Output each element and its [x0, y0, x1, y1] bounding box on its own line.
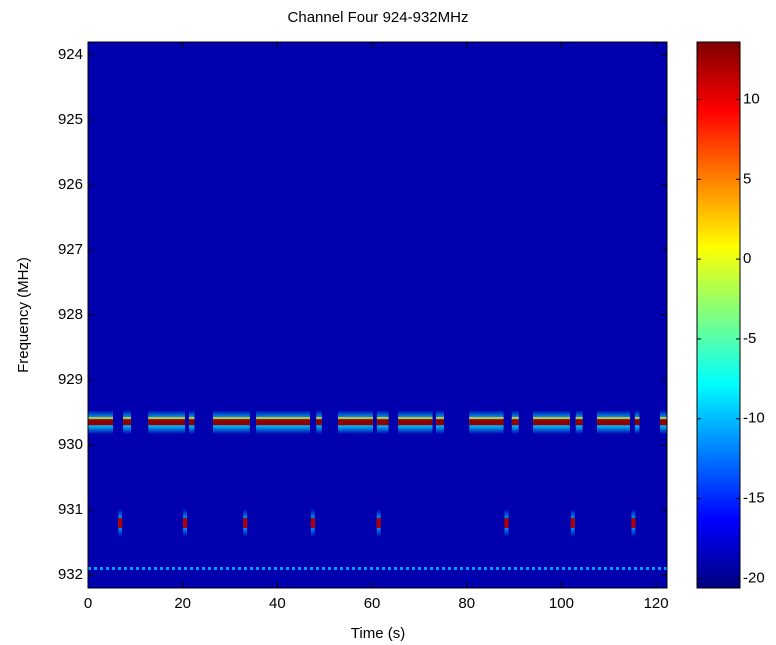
pulse	[183, 518, 188, 528]
carrier-segment	[188, 419, 195, 426]
y-tick-label: 928	[58, 306, 83, 323]
x-tick-label: 40	[269, 595, 286, 612]
carrier-segment	[337, 419, 374, 426]
x-tick-label: 60	[364, 595, 381, 612]
colorbar	[697, 42, 740, 588]
x-tick-label: 100	[549, 595, 574, 612]
carrier-segment	[398, 419, 433, 426]
carrier-edge	[256, 417, 311, 419]
carrier-edge	[398, 417, 433, 419]
y-tick-label: 932	[58, 566, 83, 583]
pulse	[570, 518, 575, 528]
background-level	[88, 42, 667, 588]
carrier-edge	[511, 417, 519, 419]
carrier-edge	[337, 417, 374, 419]
carrier-segment	[435, 419, 445, 426]
pulse	[310, 518, 315, 528]
pulse	[504, 518, 509, 528]
carrier-segment	[469, 419, 504, 426]
x-tick-label: 80	[458, 595, 475, 612]
carrier-edge	[659, 417, 667, 419]
colorbar-tick-label: 10	[743, 90, 760, 107]
x-axis-label: Time (s)	[351, 625, 405, 642]
colorbar-tick-label: 5	[743, 170, 751, 187]
carrier-edge	[435, 417, 445, 419]
colorbar-tick-label: -15	[743, 490, 765, 507]
y-tick-label: 930	[58, 436, 83, 453]
carrier-edge	[316, 417, 322, 419]
carrier-edge	[575, 417, 583, 419]
carrier-segment	[533, 419, 570, 426]
carrier-edge	[376, 417, 389, 419]
carrier-segment	[511, 419, 519, 426]
y-axis-label: Frequency (MHz)	[15, 257, 32, 373]
carrier-edge	[212, 417, 250, 419]
plot-area	[88, 42, 667, 588]
pulse	[376, 518, 381, 528]
colorbar-frame	[696, 41, 741, 589]
carrier-segment	[212, 419, 250, 426]
carrier-edge	[123, 417, 132, 419]
carrier-segment	[256, 419, 311, 426]
carrier-segment	[376, 419, 389, 426]
x-tick-label: 20	[174, 595, 191, 612]
colorbar-tick-label: -20	[743, 569, 765, 586]
y-tick-label: 926	[58, 176, 83, 193]
carrier-segment	[316, 419, 322, 426]
colorbar-tick-label: -10	[743, 410, 765, 427]
pulse	[243, 518, 248, 528]
carrier-edge	[596, 417, 631, 419]
pulse	[118, 518, 123, 528]
carrier-segment	[596, 419, 631, 426]
y-tick-label: 924	[58, 46, 83, 63]
y-tick-label: 931	[58, 501, 83, 518]
x-tick-label: 0	[84, 595, 92, 612]
y-tick-label: 929	[58, 371, 83, 388]
carrier-edge	[533, 417, 570, 419]
y-tick-label: 927	[58, 241, 83, 258]
y-tick-label: 925	[58, 111, 83, 128]
carrier-segment	[575, 419, 583, 426]
carrier-segment	[88, 419, 114, 426]
colorbar-tick-label: -5	[743, 330, 756, 347]
carrier-edge	[188, 417, 195, 419]
x-tick-label: 120	[644, 595, 669, 612]
carrier-segment	[123, 419, 132, 426]
chart-title: Channel Four 924-932MHz	[288, 9, 469, 26]
carrier-edge	[148, 417, 186, 419]
carrier-segment	[148, 419, 186, 426]
colorbar-tick-label: 0	[743, 250, 751, 267]
carrier-edge	[88, 417, 114, 419]
pulse	[631, 518, 636, 528]
carrier-edge	[469, 417, 504, 419]
carrier-segment	[659, 419, 667, 426]
carrier-segment	[634, 419, 640, 426]
carrier-edge	[634, 417, 640, 419]
